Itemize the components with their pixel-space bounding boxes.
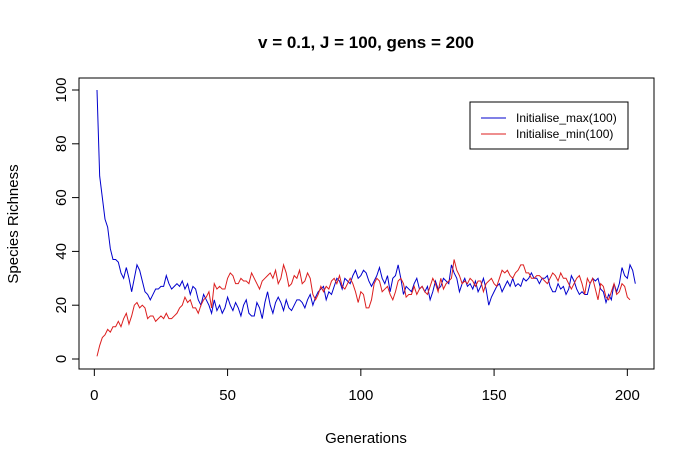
series-line-initialise-max: [96, 89, 636, 319]
y-axis: 0 20 40 60 80 100: [53, 77, 80, 363]
series-layer: [96, 89, 636, 357]
x-tick-label: 50: [219, 387, 236, 404]
x-tick-label: 0: [90, 387, 98, 404]
x-tick-label: 100: [348, 387, 373, 404]
legend-label: Initialise_max(100): [516, 111, 617, 125]
legend-box: [469, 101, 629, 150]
y-tick-label: 100: [53, 77, 70, 102]
legend-label: Initialise_min(100): [516, 127, 613, 141]
chart-title: v = 0.1, J = 100, gens = 200: [258, 33, 474, 52]
series-line-initialise-min: [96, 259, 631, 357]
x-axis: 0 50 100 150 200: [90, 368, 640, 404]
y-tick-label: 40: [53, 243, 70, 260]
x-axis-label: Generations: [325, 430, 407, 447]
y-tick-label: 0: [53, 355, 70, 363]
y-tick-label: 60: [53, 189, 70, 206]
x-tick-label: 200: [615, 387, 640, 404]
x-tick-label: 150: [482, 387, 507, 404]
y-tick-label: 80: [53, 135, 70, 152]
y-axis-label: Species Richness: [5, 164, 22, 283]
y-tick-label: 20: [53, 297, 70, 314]
legend: Initialise_max(100) Initialise_min(100): [469, 101, 629, 150]
